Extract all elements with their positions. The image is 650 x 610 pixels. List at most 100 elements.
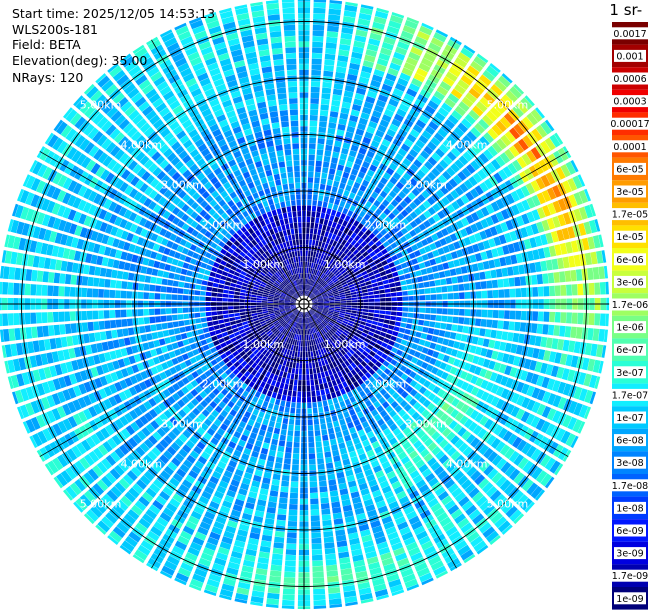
ray-cell [312, 577, 325, 584]
ray-cell [328, 598, 342, 605]
ray-cell [281, 423, 288, 430]
ray-cell [309, 279, 313, 286]
ray-cell [267, 297, 274, 300]
ray-cell [27, 254, 35, 267]
ray-cell [368, 217, 375, 225]
ray-cell [209, 475, 220, 485]
ray-cell [103, 351, 112, 362]
ray-cell [345, 1, 358, 7]
ray-cell [58, 311, 65, 322]
ray-cell [344, 367, 350, 374]
ray-cell [356, 215, 363, 223]
ray-cell [334, 426, 341, 433]
ray-cell [276, 324, 282, 329]
ray-cell [267, 587, 280, 594]
ray-cell [334, 308, 341, 311]
ray-cell [281, 328, 287, 334]
ray-cell [123, 357, 131, 367]
ray-cell [493, 102, 506, 115]
ray-cell [516, 156, 528, 169]
ray-cell [43, 366, 52, 379]
ray-cell [319, 235, 324, 242]
ray-cell [286, 441, 293, 448]
ray-cell [416, 325, 424, 332]
ray-cell [181, 395, 190, 405]
ray-cell [307, 329, 310, 335]
ray-cell [255, 504, 266, 512]
ray-cell [477, 241, 485, 251]
ray-cell [171, 314, 178, 321]
ray-cell [311, 298, 318, 302]
ray-cell [233, 306, 240, 310]
ray-cell [13, 282, 20, 295]
ray-cell [411, 343, 419, 350]
ray-cell [125, 425, 136, 436]
ray-cell [329, 245, 335, 252]
ray-cell [408, 148, 419, 158]
ray-cell [344, 314, 351, 318]
ray-cell [549, 285, 556, 297]
ray-cell [366, 319, 373, 324]
ray-cell [436, 512, 449, 523]
ray-cell [413, 525, 426, 536]
ray-cell [284, 299, 291, 302]
ray-cell [374, 445, 383, 454]
ray-cell [310, 98, 319, 104]
ray-cell [205, 349, 212, 356]
ray-cell [171, 427, 181, 437]
ray-cell [309, 374, 314, 380]
ray-cell [66, 448, 78, 461]
ray-cell [268, 385, 275, 392]
ray-cell [428, 477, 439, 488]
ray-cell [340, 424, 348, 431]
ray-cell [354, 93, 365, 101]
ray-cell [152, 394, 162, 404]
ray-cell [235, 319, 242, 324]
ray-cell [400, 227, 409, 235]
ray-cell [507, 243, 515, 254]
ray-cell [544, 137, 556, 151]
ray-cell [88, 332, 96, 343]
ray-cell [531, 209, 541, 221]
ray-cell [169, 366, 177, 375]
ray-cell [470, 453, 482, 465]
ray-cell [311, 543, 322, 550]
ray-cell [30, 416, 41, 431]
ray-cell [57, 391, 66, 404]
ray-cell [420, 333, 428, 340]
ray-cell [201, 516, 214, 526]
ray-cell [43, 257, 51, 269]
ray-cell [148, 435, 158, 445]
ray-cell [542, 324, 549, 335]
ray-cell [389, 320, 396, 326]
ray-cell [342, 171, 350, 179]
ray-cell [478, 152, 490, 164]
ray-cell [309, 310, 313, 315]
ray-cell [362, 295, 369, 299]
ray-cell [326, 364, 331, 371]
ray-cell [405, 445, 415, 455]
ray-cell [454, 105, 467, 117]
ray-cell [578, 404, 589, 418]
ray-cell [282, 588, 295, 595]
ray-cell [294, 351, 298, 357]
ray-cell [340, 32, 353, 40]
ray-cell [213, 396, 221, 405]
ray-cell [541, 189, 552, 203]
ray-cell [423, 220, 432, 229]
ray-cell [395, 264, 403, 271]
ray-cell [508, 145, 520, 158]
ray-cell [415, 139, 426, 149]
ray-cell [501, 331, 509, 341]
ray-cell [314, 291, 320, 296]
ray-cell [354, 373, 361, 381]
ray-cell [185, 440, 195, 449]
ray-cell [427, 457, 437, 467]
ray-cell [385, 310, 392, 315]
ray-cell [98, 278, 105, 288]
ray-cell [275, 456, 283, 464]
ray-cell [536, 192, 546, 205]
ray-cell [162, 486, 174, 497]
ray-cell [329, 329, 335, 335]
ray-cell [296, 317, 300, 323]
